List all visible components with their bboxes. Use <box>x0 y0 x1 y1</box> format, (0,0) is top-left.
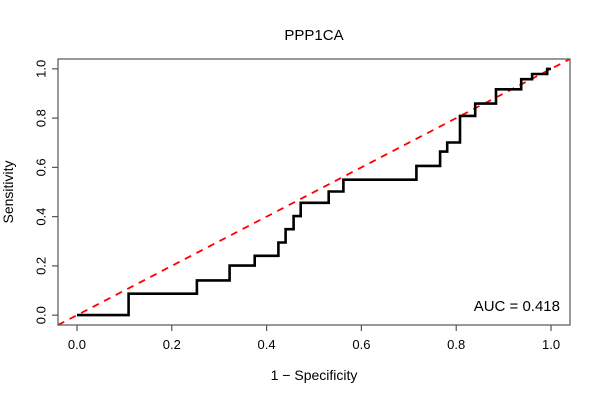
chance-diagonal-line <box>57 58 571 326</box>
plot-title: PPP1CA <box>284 27 343 44</box>
y-tick-label: 1.0 <box>34 60 49 78</box>
y-axis-label: Sensitivity <box>0 160 16 223</box>
y-tick-label: 0.0 <box>34 306 49 324</box>
y-tick-label: 0.2 <box>34 257 49 275</box>
x-tick-label: 0.2 <box>163 337 181 352</box>
auc-annotation: AUC = 0.418 <box>474 298 560 315</box>
x-tick-label: 0.6 <box>352 337 370 352</box>
y-tick-label: 0.6 <box>34 158 49 176</box>
x-tick-label: 0.4 <box>258 337 276 352</box>
x-tick-label: 1.0 <box>542 337 560 352</box>
plot-box <box>57 58 571 326</box>
y-tick-label: 0.8 <box>34 109 49 127</box>
x-tick-label: 0.0 <box>68 337 86 352</box>
x-axis-ticks: 0.0 0.2 0.4 0.6 0.8 1.0 <box>68 325 560 352</box>
x-tick-label: 0.8 <box>447 337 465 352</box>
roc-curve <box>77 67 551 317</box>
y-axis-ticks: 0.0 0.2 0.4 0.6 0.8 1.0 <box>34 60 58 324</box>
x-axis-label: 1 − Specificity <box>271 367 358 383</box>
y-tick-label: 0.4 <box>34 208 49 226</box>
